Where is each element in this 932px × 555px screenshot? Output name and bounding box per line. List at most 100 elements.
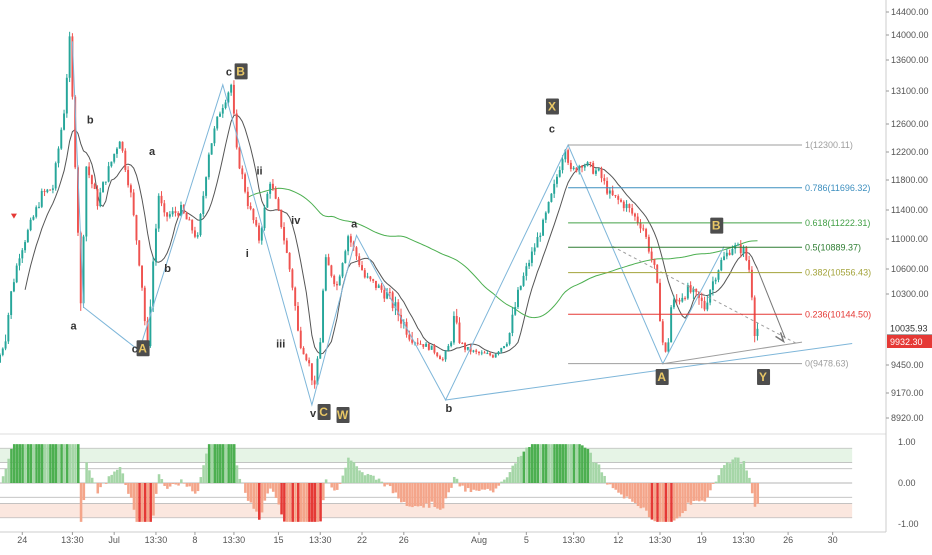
time-tick-label: 26 [783,535,793,545]
candle-body [640,223,642,228]
candle-body [236,114,238,148]
price-tick-label: 9170.00 [891,388,924,398]
candle-body [27,230,29,242]
candle-body [219,114,221,117]
oscillator-bar [453,477,456,483]
candle-body [662,321,664,342]
oscillator-bar [570,444,573,483]
candle-body [163,203,165,212]
candle-body [152,262,154,307]
oscillator-bar [105,483,108,484]
candle-body [5,341,7,348]
candle-body [319,342,321,358]
oscillator-bar [503,480,506,483]
candle-body [525,266,527,276]
candle-body [297,306,299,331]
candle-body [269,184,271,194]
candle-body [166,212,168,216]
oscillator-bar [704,483,707,502]
candle-body [333,276,335,284]
oscillator-bar [74,444,77,483]
candle-body [169,214,171,216]
oscillator-bar [439,483,442,510]
oscillator-bar [261,483,264,512]
price-tick-label: 9450.00 [891,360,924,370]
candle-body [450,343,452,346]
oscillator-bar [99,483,102,487]
oscillator-bar [44,444,47,483]
candle-body [489,353,491,355]
candle-body [130,185,132,192]
oscillator-bar [720,468,723,483]
oscillator-bar [514,463,517,483]
wave-label: c [226,66,232,78]
oscillator-bar [272,483,275,492]
candle-body [467,347,469,350]
candle-body [105,182,107,183]
oscillator-bar [420,483,423,506]
candle-body [69,36,71,77]
candle-body [225,102,227,108]
oscillator-bar [612,483,615,488]
oscillator-bar [695,483,698,501]
candle-body [545,213,547,220]
oscillator-bar [609,483,612,484]
oscillator-bar [422,483,425,508]
wave-label: b [87,115,94,127]
oscillator-bar [679,483,682,517]
oscillator-bar [667,483,670,522]
oscillator-bar [108,476,111,483]
oscillator-bar [169,483,172,487]
oscillator-bar [80,483,83,522]
fib-level-label: 0.5(10889.37) [805,242,861,252]
oscillator-bar [85,462,88,483]
oscillator-bar [316,483,319,522]
oscillator-bar [729,463,732,483]
oscillator-bar [517,457,520,483]
candle-body [428,344,430,350]
oscillator-bar [484,483,487,490]
price-tick-label: 10600.00 [891,264,929,274]
oscillator-bar [662,483,665,522]
oscillator-bar [2,476,5,483]
oscillator-bar [433,483,436,507]
candle-body [364,270,366,277]
oscillator-bar [756,483,759,504]
candle-body [598,169,600,171]
oscillator-bar [166,483,169,489]
oscillator-bar [364,475,367,483]
price-tick-label: 12600.00 [891,119,929,129]
oscillator-bar [330,483,333,487]
candle-body [751,270,753,298]
candle-body [191,220,193,230]
oscillator-bar [414,483,417,506]
time-tick-label: Jul [108,535,120,545]
candle-body [729,253,731,255]
oscillator-bar [428,483,431,508]
candle-body [342,263,344,276]
candle-body [408,335,410,340]
oscillator-bar [375,480,378,483]
candle-body [141,266,143,288]
candle-body [133,193,135,216]
price-tick-label: 8920.00 [891,413,924,423]
candle-body [442,359,444,360]
oscillator-bar [464,483,467,492]
oscillator-bar [734,457,737,483]
candle-body [381,285,383,289]
oscillator-bar [553,444,556,483]
candle-body [127,170,129,185]
candle-body [542,220,544,236]
candle-body [620,200,622,202]
oscillator-bar [723,465,726,483]
candle-body [305,354,307,360]
oscillator-bar [361,472,364,483]
candle-body [0,355,1,363]
candle-body [383,290,385,299]
wave-label: iii [276,338,285,350]
time-tick-label: 30 [828,535,838,545]
candle-body [2,349,4,355]
candle-body [534,248,536,252]
candle-body [581,166,583,167]
